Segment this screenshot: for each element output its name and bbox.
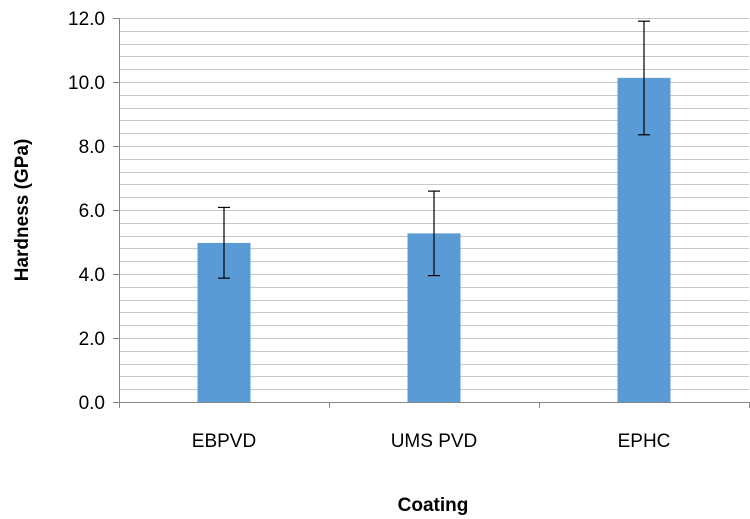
y-tick-label: 10.0	[68, 73, 105, 94]
y-tick-label: 12.0	[68, 9, 105, 30]
x-tick-label: UMS PVD	[391, 431, 478, 452]
x-tick-label: EBPVD	[192, 431, 256, 452]
y-tick-label: 2.0	[79, 329, 105, 350]
x-tick-label: EPHC	[618, 431, 671, 452]
y-tick-label: 0.0	[79, 393, 105, 414]
x-tick-labels: EBPVD UMS PVD EPHC	[192, 431, 671, 452]
y-axis-title: Hardness (GPa)	[12, 139, 33, 282]
y-tick-labels: 0.0 2.0 4.0 6.0 8.0 10.0 12.0	[68, 9, 105, 414]
error-bars	[218, 20, 650, 279]
x-axis-title: Coating	[398, 495, 469, 516]
y-tick-label: 4.0	[79, 265, 105, 286]
y-tick-label: 8.0	[79, 137, 105, 158]
y-tick-label: 6.0	[79, 201, 105, 222]
